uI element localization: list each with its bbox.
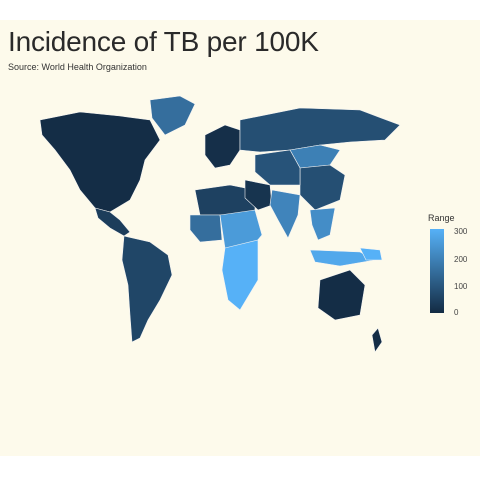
region-china bbox=[299, 164, 346, 211]
map-subtitle: Source: World Health Organization bbox=[8, 62, 147, 72]
region-south-america bbox=[121, 235, 173, 343]
legend-title: Range bbox=[428, 213, 455, 223]
region-western-europe bbox=[204, 124, 241, 169]
region-north-america bbox=[39, 111, 161, 213]
legend-tick-200: 200 bbox=[454, 255, 468, 264]
region-russia bbox=[239, 107, 401, 153]
legend-colorbar bbox=[430, 229, 444, 313]
region-australia bbox=[317, 269, 366, 321]
region-southern-africa bbox=[221, 239, 259, 311]
region-central-asia bbox=[254, 149, 301, 186]
region-new-zealand bbox=[371, 327, 383, 353]
region-papua-new-guinea bbox=[359, 247, 383, 261]
region-middle-east bbox=[244, 179, 273, 211]
legend-tick-0: 0 bbox=[454, 308, 459, 317]
region-west-africa bbox=[189, 214, 223, 243]
region-india bbox=[269, 189, 301, 239]
legend: Range 300 200 100 0 bbox=[428, 213, 478, 323]
world-map bbox=[39, 95, 401, 353]
legend-tick-100: 100 bbox=[454, 282, 468, 291]
region-indonesia bbox=[309, 249, 376, 267]
region-southeast-asia bbox=[309, 207, 336, 241]
region-greenland bbox=[149, 95, 196, 136]
region-central-america bbox=[94, 207, 131, 237]
legend-tick-300: 300 bbox=[454, 227, 468, 236]
page-title: Incidence of TB per 100K bbox=[8, 26, 319, 57]
